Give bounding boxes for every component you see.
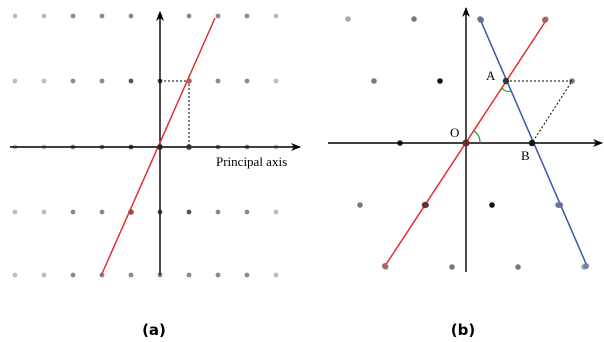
panel-b-lattice-point-on-red [382,263,388,269]
panel-b-lattice-point-on-blue [478,17,484,23]
lattice-a-point [41,272,47,278]
panel-b-label-a: A [486,68,496,83]
lattice-a-point [41,78,47,84]
lattice-a-point [273,13,279,19]
lattice-a-point [70,13,76,19]
panel-b-angle-arc-origin [473,130,481,144]
lattice-a-point [186,272,192,278]
lattice-a-point [273,272,279,278]
lattice-a-point [99,78,105,84]
lattice-a-point [244,272,250,278]
panel-b-caption: (b) [451,321,475,339]
panel-b-label-b: B [521,148,530,163]
panel-a-dotted-rectangle [160,80,190,147]
panel-b-dotted-parallelogram [506,80,573,144]
lattice-a-point [128,272,134,278]
lattice-b-point [345,16,351,22]
panel-b-lattice-point-on-red [542,17,548,23]
lattice-a-point [12,209,18,215]
lattice-a-point [12,78,18,84]
panel-b-origin-point [462,139,470,147]
lattice-a-point [12,272,18,278]
lattice-a-point [70,272,76,278]
lattice-b-point [449,264,455,270]
lattice-a-point [41,209,47,215]
lattice-a-point [128,78,134,84]
lattice-a-point [273,78,279,84]
panel-a-lattice-point-highlight [128,209,134,215]
panel-b-lattice-point-on-blue [583,263,589,269]
lattice-a-point [215,209,221,215]
lattice-a-point [215,272,221,278]
lattice-a-point [12,13,18,19]
lattice-a-points [12,13,279,278]
lattice-a-point [244,209,250,215]
lattice-a-point [128,13,134,19]
panel-b-point-a [502,77,510,85]
lattice-a-point [70,209,76,215]
panel-b-point-b [528,139,536,147]
lattice-a-point [215,78,221,84]
lattice-b-point [437,78,443,84]
panel-a-axis-label: Principal axis [216,154,287,169]
lattice-a-point [244,13,250,19]
lattice-a-point [215,13,221,19]
lattice-b-point [371,78,377,84]
lattice-a-point [186,13,192,19]
lattice-a-point [273,209,279,215]
panel-b-label-o: O [450,125,459,140]
lattice-a-point [99,13,105,19]
panel-b: O A B (b) [328,7,603,339]
lattice-a-point [186,209,192,215]
lattice-b-point [515,264,521,270]
panel-a-lattice-point-highlight [186,144,192,150]
lattice-a-point [41,13,47,19]
panel-a-caption: (a) [142,321,166,339]
lattice-b-point [411,16,417,22]
panel-b-angle-arc-a [501,87,512,92]
lattice-a-point [99,209,105,215]
lattice-b-point [489,202,495,208]
panel-b-lattice-point-on-red [421,201,429,209]
lattice-a-point [244,78,250,84]
panel-b-lattice-point-on-blue [557,202,563,208]
lattice-a-point [70,78,76,84]
panel-a-origin-point [157,144,163,150]
lattice-b-point [357,202,363,208]
panel-a-lattice-point-highlight [186,78,192,84]
panel-a: Principal axis (a) [10,11,301,339]
